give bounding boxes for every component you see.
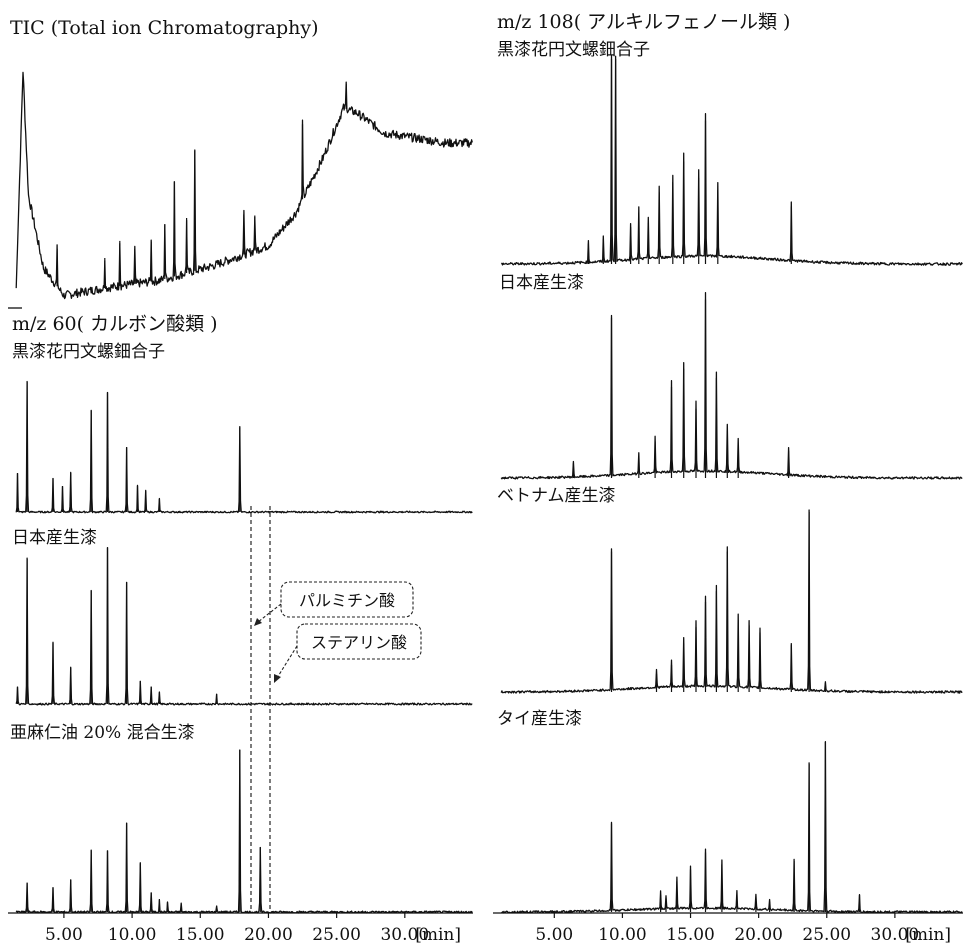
trace-line-8 xyxy=(501,741,963,914)
chromatogram-panel-7 xyxy=(500,509,963,694)
x-tick-label-4: 20.00 xyxy=(734,925,783,945)
x-tick-label-1: 5.00 xyxy=(535,925,573,945)
left-x-axis: 5.00 10.00 15.00 20.00 25.00 30.00[min] xyxy=(8,912,473,945)
mz108-sample-4-label: タイ産生漆 xyxy=(497,709,582,729)
trace-line-7 xyxy=(500,509,963,694)
mz108-title: m/z 108( アルキルフェノール類 ) xyxy=(497,11,790,33)
mz108-sample-3-label: ベトナム産生漆 xyxy=(497,486,616,506)
right-x-axis: 5.00 10.00 15.00 20.00 25.00 30.00[min] xyxy=(493,912,963,945)
trace-line-3 xyxy=(15,547,473,706)
chromatogram-panel-3 xyxy=(15,547,473,706)
x-unit-label: [min] xyxy=(905,925,951,945)
chromatogram-panel-6 xyxy=(500,291,963,480)
x-tick-label-1: 5.00 xyxy=(45,925,83,945)
mz60-title: m/z 60( カルボン酸類 ) xyxy=(12,313,218,335)
mz60-sample-2-label: 日本産生漆 xyxy=(12,528,97,548)
trace-line-6 xyxy=(500,291,963,480)
trace-layer xyxy=(8,54,963,914)
x-tick-label-6: 30.00 xyxy=(871,925,920,945)
stearic-label: ステアリン酸 xyxy=(311,633,407,652)
x-tick-label-5: 25.00 xyxy=(802,925,851,945)
x-tick-label-4: 20.00 xyxy=(244,925,293,945)
mz108-sample-2-label: 日本産生漆 xyxy=(499,273,584,293)
stearic-arrowhead xyxy=(274,674,281,683)
stearic-arrow xyxy=(276,645,298,679)
chromatogram-panel-8 xyxy=(501,741,963,914)
stearic-callout: ステアリン酸 xyxy=(274,623,422,683)
mz60-sample-1-label: 黒漆花円文螺鈿合子 xyxy=(12,342,165,362)
palmitic-arrowhead xyxy=(254,618,262,626)
mz108-sample-1-label: 黒漆花円文螺鈿合子 xyxy=(497,40,650,60)
trace-line-4 xyxy=(15,749,473,914)
palmitic-callout: パルミチン酸 xyxy=(254,581,414,626)
trace-line-1 xyxy=(15,71,473,300)
chromatogram-panel-2 xyxy=(15,380,473,514)
trace-line-2 xyxy=(15,380,473,514)
trace-line-5 xyxy=(501,54,963,266)
x-tick-label-6: 30.00 xyxy=(380,925,429,945)
x-tick-label-3: 15.00 xyxy=(666,925,715,945)
chromatogram-panel-1 xyxy=(8,71,473,309)
x-tick-label-3: 15.00 xyxy=(176,925,225,945)
x-tick-label-5: 25.00 xyxy=(312,925,361,945)
mz60-sample-3-label: 亜麻仁油 20% 混合生漆 xyxy=(10,723,195,743)
x-tick-label-2: 10.00 xyxy=(108,925,157,945)
tic-title: TIC (Total ion Chromatography) xyxy=(10,17,319,39)
chromatogram-panel-5 xyxy=(501,54,963,266)
x-unit-label: [min] xyxy=(415,925,461,945)
palmitic-label: パルミチン酸 xyxy=(299,591,395,610)
chromatogram-panel-4 xyxy=(15,749,473,914)
x-tick-label-2: 10.00 xyxy=(598,925,647,945)
